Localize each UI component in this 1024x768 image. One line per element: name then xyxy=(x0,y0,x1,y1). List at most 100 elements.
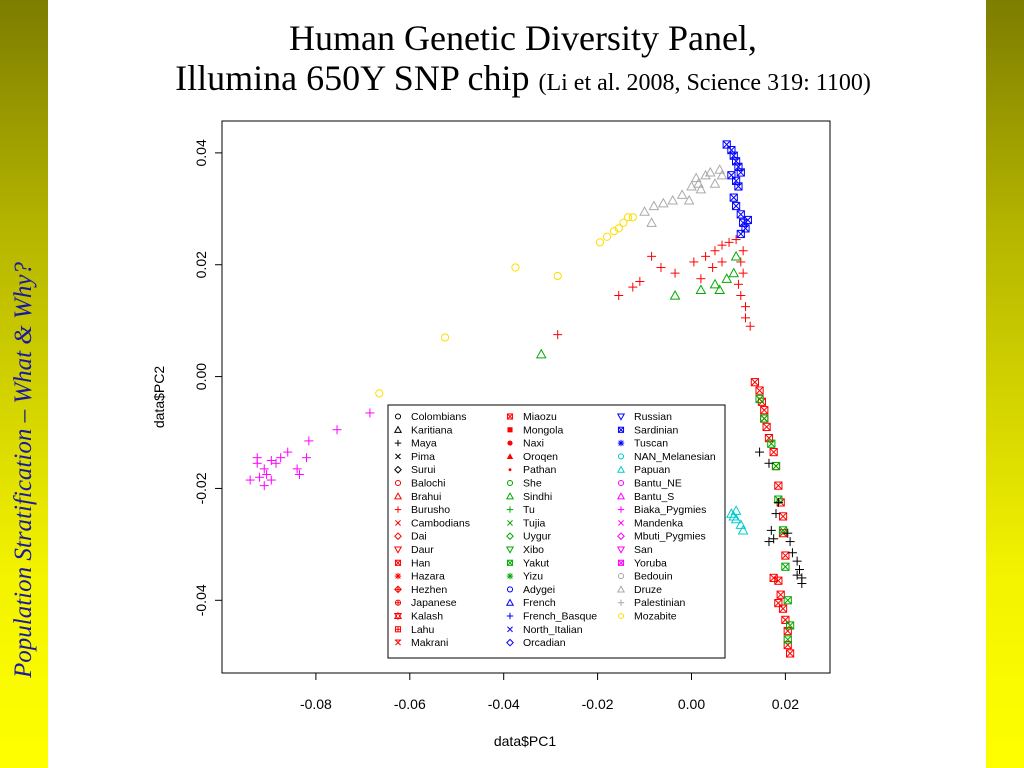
legend-label: Naxi xyxy=(523,438,544,450)
legend-item: Orcadian xyxy=(506,637,566,649)
legend-label: Mbuti_Pygmies xyxy=(634,531,706,543)
legend-item: Bedouin xyxy=(617,571,673,583)
slide-title: Human Genetic Diversity Panel, Illumina … xyxy=(60,18,986,103)
data-point xyxy=(794,565,804,575)
data-point xyxy=(695,284,707,294)
legend-item: North_Italian xyxy=(507,624,583,636)
legend-label: Pima xyxy=(411,451,435,463)
legend-item: Palestinian xyxy=(617,597,686,609)
data-point xyxy=(695,183,707,194)
data-point xyxy=(709,278,721,289)
data-point xyxy=(732,176,741,185)
legend-item: She xyxy=(506,478,542,490)
legend-symbol xyxy=(617,479,625,487)
data-point xyxy=(740,302,750,312)
legend-symbol xyxy=(506,559,514,566)
data-point xyxy=(535,348,547,359)
legend-item: Uygur xyxy=(506,531,552,543)
data-point xyxy=(736,210,745,219)
x-axis: -0.08 -0.06 -0.04 -0.02 0.00 0.02 xyxy=(300,672,799,712)
legend-symbol xyxy=(506,413,514,420)
legend-label: Tuscan xyxy=(634,438,668,450)
legend-symbol xyxy=(506,586,514,593)
legend-symbol xyxy=(617,599,625,606)
legend-item: Yizu xyxy=(506,571,543,583)
legend-item: Dai xyxy=(394,531,427,543)
legend-symbol xyxy=(394,465,402,474)
legend-symbol xyxy=(618,519,624,526)
data-point xyxy=(736,229,745,239)
legend-label: French xyxy=(523,597,556,609)
data-point xyxy=(769,534,779,544)
data-point xyxy=(728,510,740,521)
data-point xyxy=(683,194,695,205)
legend-label: Biaka_Pygmies xyxy=(634,504,706,516)
legend-item: Adygei xyxy=(506,584,555,596)
x-tick-label: -0.02 xyxy=(582,696,614,712)
legend-symbol xyxy=(616,585,626,593)
data-point xyxy=(727,171,736,180)
data-point xyxy=(332,425,342,435)
data-point xyxy=(792,556,802,566)
y-tick-label: 0.02 xyxy=(193,251,209,278)
data-point xyxy=(783,626,792,636)
data-point xyxy=(635,277,645,287)
data-point xyxy=(726,508,737,518)
legend-label: Yoruba xyxy=(634,557,667,569)
legend-item: Daur xyxy=(393,544,434,556)
data-point xyxy=(710,246,720,256)
legend-symbol xyxy=(394,506,402,513)
data-point xyxy=(245,475,255,485)
legend-item: Hezhen xyxy=(394,584,447,596)
legend-item: Naxi xyxy=(507,438,544,450)
legend-item: Makrani xyxy=(394,637,448,649)
data-point xyxy=(252,453,262,463)
data-point xyxy=(771,509,781,519)
data-point xyxy=(721,273,733,283)
legend-label: Balochi xyxy=(411,478,445,490)
data-point xyxy=(646,217,657,227)
data-point xyxy=(783,596,792,605)
y-tick-label: 0.00 xyxy=(193,363,209,390)
legend-label: French_Basque xyxy=(523,611,597,623)
data-point xyxy=(690,172,702,183)
data-point xyxy=(755,394,764,404)
legend-item: Kalash xyxy=(393,611,443,623)
legend-symbol xyxy=(394,639,402,646)
data-point xyxy=(767,439,776,448)
legend-item: Mbuti_Pygmies xyxy=(617,531,706,543)
legend-label: Orcadian xyxy=(523,637,566,649)
data-point xyxy=(781,562,790,571)
data-point xyxy=(614,290,624,300)
data-point xyxy=(773,497,783,507)
legend-item: Biaka_Pygmies xyxy=(617,504,706,516)
legend-symbol xyxy=(393,546,403,554)
legend-symbol xyxy=(617,612,625,620)
legend-label: Yakut xyxy=(523,557,549,569)
data-point xyxy=(602,232,612,241)
legend-item: Tu xyxy=(506,504,535,516)
data-point xyxy=(440,333,450,342)
data-point xyxy=(696,274,706,284)
data-point xyxy=(755,447,765,457)
data-point xyxy=(785,649,795,658)
legend-item: Tuscan xyxy=(617,438,668,450)
legend-label: Miaozu xyxy=(523,411,557,423)
legend-symbol xyxy=(393,492,403,500)
data-point xyxy=(693,178,704,188)
legend-symbol xyxy=(506,479,514,487)
data-point xyxy=(717,240,727,250)
title-citation: (Li et al. 2008, Science 319: 1100) xyxy=(538,70,871,96)
x-tick-label: -0.04 xyxy=(488,696,520,712)
legend-item: French xyxy=(505,597,556,609)
legend-symbol xyxy=(616,546,626,554)
data-point xyxy=(700,169,711,180)
legend-item: Papuan xyxy=(616,464,670,476)
data-point xyxy=(619,218,628,227)
data-point xyxy=(730,250,742,261)
data-point xyxy=(670,268,680,278)
x-tick-label: 0.00 xyxy=(678,696,705,712)
data-point xyxy=(764,537,774,547)
legend-item: Hazara xyxy=(394,571,445,583)
legend-symbol xyxy=(394,479,402,487)
